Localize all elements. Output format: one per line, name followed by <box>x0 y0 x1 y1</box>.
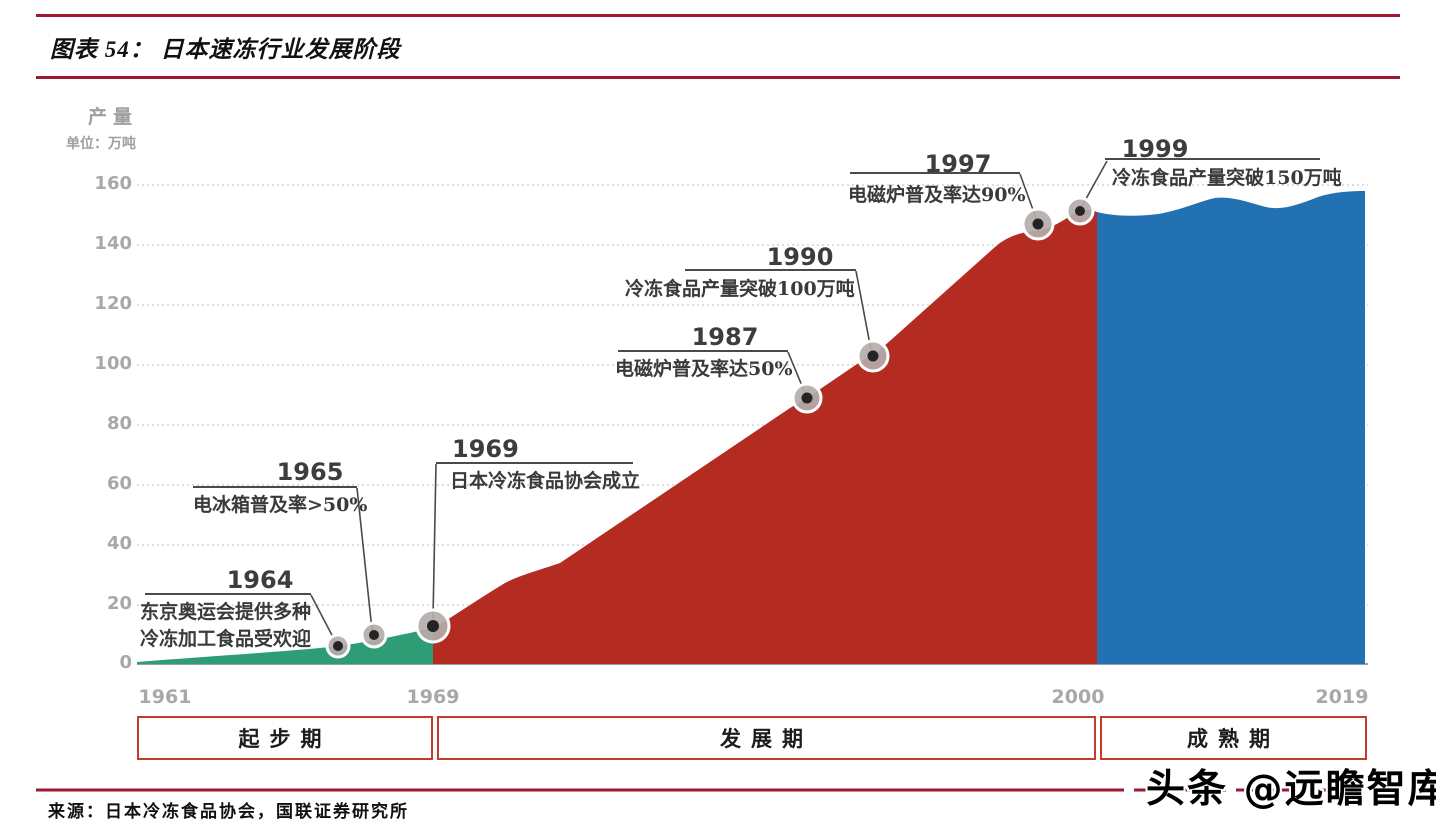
callout-1987-year: 1987 <box>691 323 759 351</box>
marker-1987 <box>791 382 823 414</box>
y-tick-80: 80 <box>106 413 132 434</box>
marker-1990 <box>856 339 890 373</box>
header-rule-top <box>36 14 1400 17</box>
callout-1964-year: 1964 <box>226 566 294 594</box>
callout-1997-text: 电磁炉普及率达90% <box>848 184 1026 206</box>
x-tick-1969: 1969 <box>406 686 460 708</box>
callout-1990-rule <box>685 269 856 271</box>
y-axis-title: 产量 <box>88 106 139 128</box>
callout-1964-text-line1: 东京奥运会提供多种 <box>140 601 312 623</box>
y-tick-100: 100 <box>94 353 132 374</box>
callout-1969-year: 1969 <box>452 435 519 463</box>
y-tick-40: 40 <box>106 533 132 554</box>
callout-1965-year: 1965 <box>276 458 344 486</box>
y-axis-unit: 单位：万吨 <box>66 136 136 152</box>
area-startup-green <box>137 628 433 664</box>
y-tick-20: 20 <box>106 593 132 614</box>
y-tick-60: 60 <box>106 473 132 494</box>
callout-1997-rule <box>850 172 1020 174</box>
event-markers <box>325 196 1095 659</box>
stage-box-growth: 发展期 <box>437 716 1096 760</box>
callout-1964-rule <box>145 593 311 595</box>
marker-1999 <box>1065 196 1095 226</box>
marker-1965 <box>360 621 388 649</box>
stage-label-growth: 发展期 <box>720 726 813 751</box>
area-maturity-blue <box>1097 191 1365 664</box>
marker-1969 <box>415 608 451 644</box>
callout-1987-rule <box>618 350 788 352</box>
y-tick-160: 160 <box>94 173 132 194</box>
x-tick-1961: 1961 <box>138 686 192 708</box>
stage-label-maturity: 成熟期 <box>1187 726 1280 751</box>
callout-1965-text: 电冰箱普及率>50% <box>193 494 368 516</box>
callout-1999-text: 冷冻食品产量突破150万吨 <box>1112 167 1342 189</box>
stage-box-startup: 起步期 <box>137 716 433 760</box>
watermark-text: 头条 @远瞻智库 <box>1146 767 1436 812</box>
callout-1990-text: 冷冻食品产量突破100万吨 <box>625 278 855 300</box>
callout-1965-rule <box>193 486 357 488</box>
callout-1969-rule <box>436 462 633 464</box>
marker-1964 <box>325 633 351 659</box>
callout-1964-text-line2: 冷冻加工食品受欢迎 <box>140 628 312 650</box>
stage-box-maturity: 成熟期 <box>1100 716 1367 760</box>
callout-1987-text: 电磁炉普及率达50% <box>615 358 793 380</box>
y-tick-0: 0 <box>119 652 132 673</box>
callout-1999-rule <box>1105 158 1320 160</box>
y-tick-140: 140 <box>94 233 132 254</box>
y-tick-120: 120 <box>94 293 132 314</box>
header-rule-bottom <box>36 76 1400 79</box>
callout-1969-text: 日本冷冻食品协会成立 <box>450 470 641 492</box>
figure-title: 图表 54： 日本速冻行业发展阶段 <box>50 37 401 62</box>
callout-1990-year: 1990 <box>766 243 834 271</box>
x-tick-2000: 2000 <box>1051 686 1105 708</box>
area-growth-red <box>433 210 1097 664</box>
marker-1997 <box>1021 207 1055 241</box>
source-note: 来源：日本冷冻食品协会，国联证券研究所 <box>48 802 409 822</box>
stage-label-startup: 起步期 <box>238 726 332 751</box>
x-tick-2019: 2019 <box>1315 686 1369 708</box>
